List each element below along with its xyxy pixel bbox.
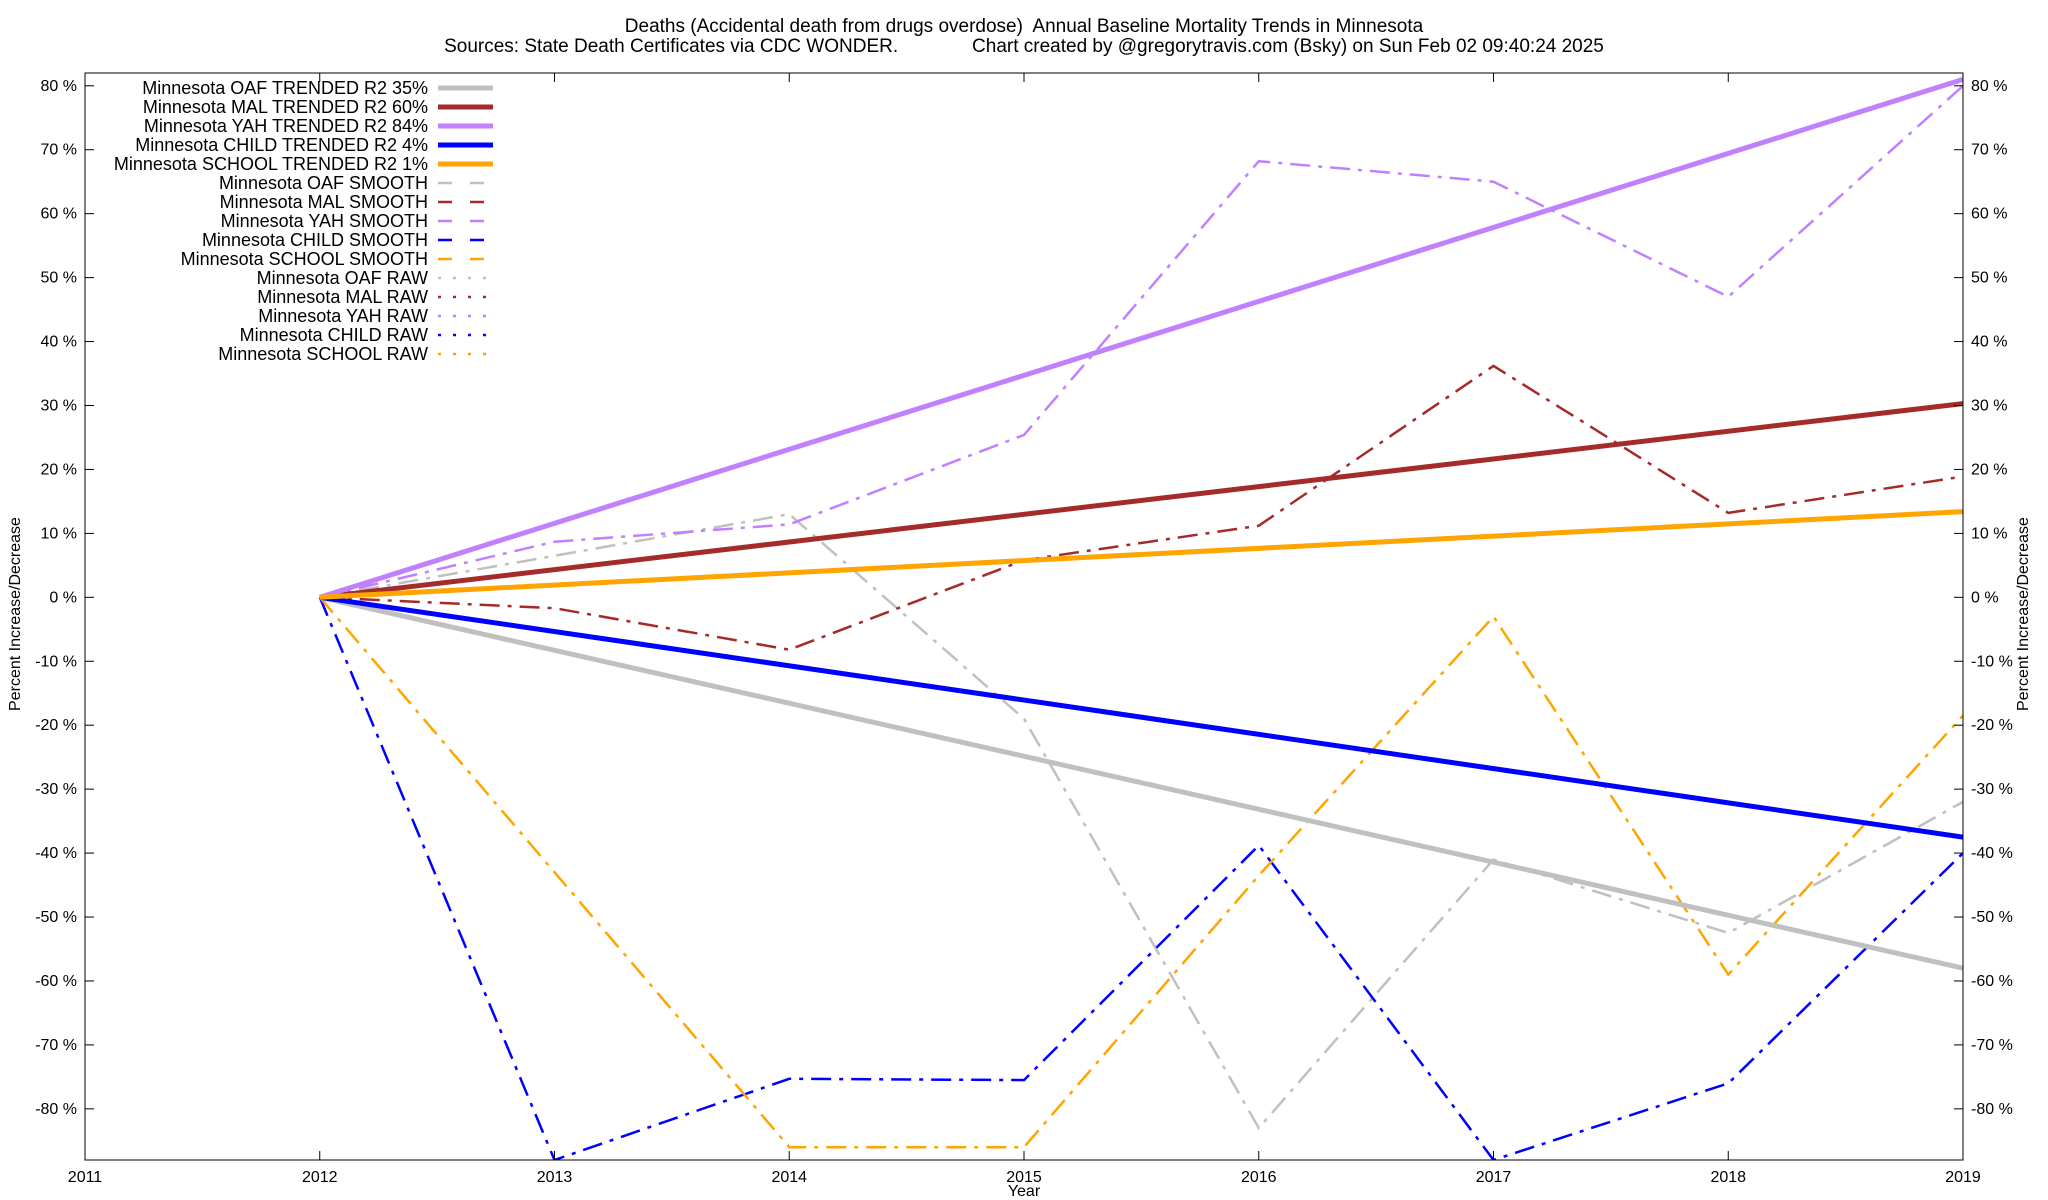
y-tick-label-left: -40 % [35, 845, 77, 862]
y-tick-label-right: -20 % [1971, 717, 2013, 734]
chart-title: Deaths (Accidental death from drugs over… [625, 16, 1424, 37]
y-tick-label-left: -80 % [35, 1101, 77, 1118]
y-tick-label-left: 30 % [41, 397, 77, 414]
series-line-minnesota-oaf-smooth [319, 512, 1963, 1131]
y-tick-label-right: -70 % [1971, 1037, 2013, 1054]
legend-label: Minnesota CHILD TRENDED R2 4% [135, 135, 428, 155]
x-tick-label: 2012 [302, 1169, 338, 1186]
legend-label: Minnesota CHILD RAW [240, 325, 428, 345]
legend-label: Minnesota SCHOOL SMOOTH [181, 249, 428, 269]
y2-axis-label: Percent Increase/Decrease [2015, 517, 2032, 711]
legend-label: Minnesota YAH TRENDED R2 84% [144, 116, 428, 136]
y-tick-label-right: 80 % [1971, 78, 2007, 95]
x-tick-label: 2015 [1006, 1169, 1042, 1186]
y-tick-label-right: 0 % [1971, 589, 1999, 606]
series-line-minnesota-yah-trended-r2-84 [319, 77, 1963, 600]
y-tick-label-left: -50 % [35, 909, 77, 926]
y-tick-label-right: -30 % [1971, 781, 2013, 798]
y-tick-label-right: -40 % [1971, 845, 2013, 862]
x-tick-label: 2018 [1710, 1169, 1746, 1186]
legend-label: Minnesota MAL TRENDED R2 60% [143, 97, 428, 117]
legend: Minnesota OAF TRENDED R2 35%Minnesota MA… [114, 78, 493, 364]
y-tick-label-right: 60 % [1971, 206, 2007, 223]
x-tick-label: 2017 [1476, 1169, 1512, 1186]
y-tick-label-left: 80 % [41, 78, 77, 95]
y-tick-label-right: 50 % [1971, 270, 2007, 287]
y-tick-label-left: 40 % [41, 334, 77, 351]
series-line-minnesota-school-trended-r2-1 [319, 509, 1963, 600]
y-tick-label-left: 10 % [41, 525, 77, 542]
y-tick-label-right: 20 % [1971, 461, 2007, 478]
y-tick-label-left: -60 % [35, 973, 77, 990]
y-tick-label-right: -50 % [1971, 909, 2013, 926]
y-tick-label-left: 60 % [41, 206, 77, 223]
series-line-minnesota-child-smooth [318, 596, 1963, 1160]
legend-label: Minnesota CHILD SMOOTH [202, 230, 428, 250]
legend-label: Minnesota YAH RAW [258, 306, 428, 326]
legend-label: Minnesota OAF SMOOTH [219, 173, 428, 193]
series-line-minnesota-yah-smooth [319, 84, 1963, 599]
legend-label: Minnesota SCHOOL RAW [218, 344, 428, 364]
series-line-minnesota-school-smooth [318, 596, 1963, 1149]
series-line-minnesota-mal-trended-r2-60 [319, 401, 1963, 600]
x-axis-label: Year [1008, 1183, 1041, 1200]
y-tick-label-left: -20 % [35, 717, 77, 734]
x-tick-label: 2016 [1241, 1169, 1277, 1186]
y-tick-label-left: 70 % [41, 142, 77, 159]
y-tick-label-left: 50 % [41, 270, 77, 287]
y-tick-label-right: -10 % [1971, 653, 2013, 670]
x-tick-label: 2014 [771, 1169, 807, 1186]
y-tick-label-left: -10 % [35, 653, 77, 670]
legend-label: Minnesota YAH SMOOTH [221, 211, 428, 231]
series-line-minnesota-oaf-trended-r2-35 [319, 594, 1963, 971]
y-tick-label-left: 20 % [41, 461, 77, 478]
chart-subtitle: Sources: State Death Certificates via CD… [444, 36, 1604, 57]
y-tick-label-right: -60 % [1971, 973, 2013, 990]
legend-label: Minnesota MAL SMOOTH [220, 192, 428, 212]
axes: 80 % 80 % 70 % 70 % 60 % 60 % 50 % 50 % 40 % 40 %… [35, 72, 2013, 1186]
series-group [318, 77, 1963, 1160]
x-tick-label: 2013 [537, 1169, 573, 1186]
y-tick-label-left: 0 % [49, 589, 77, 606]
series-line-minnesota-mal-smooth [319, 364, 1963, 651]
y-tick-label-right: 70 % [1971, 142, 2007, 159]
series-line-minnesota-child-trended-r2-4 [319, 594, 1963, 840]
y-tick-label-right: 10 % [1971, 525, 2007, 542]
legend-label: Minnesota OAF RAW [257, 268, 428, 288]
y-tick-label-left: -70 % [35, 1037, 77, 1054]
y-tick-label-right: 40 % [1971, 334, 2007, 351]
y-axis-label: Percent Increase/Decrease [7, 517, 24, 711]
y-tick-label-right: -80 % [1971, 1101, 2013, 1118]
plot-area [318, 77, 1963, 1160]
legend-label: Minnesota OAF TRENDED R2 35% [142, 78, 428, 98]
legend-label: Minnesota SCHOOL TRENDED R2 1% [114, 154, 428, 174]
x-tick-label: 2011 [68, 1169, 103, 1186]
y-tick-label-right: 30 % [1971, 397, 2007, 414]
legend-label: Minnesota MAL RAW [257, 287, 428, 307]
x-tick-label: 2019 [1945, 1169, 1981, 1186]
y-tick-label-left: -30 % [35, 781, 77, 798]
